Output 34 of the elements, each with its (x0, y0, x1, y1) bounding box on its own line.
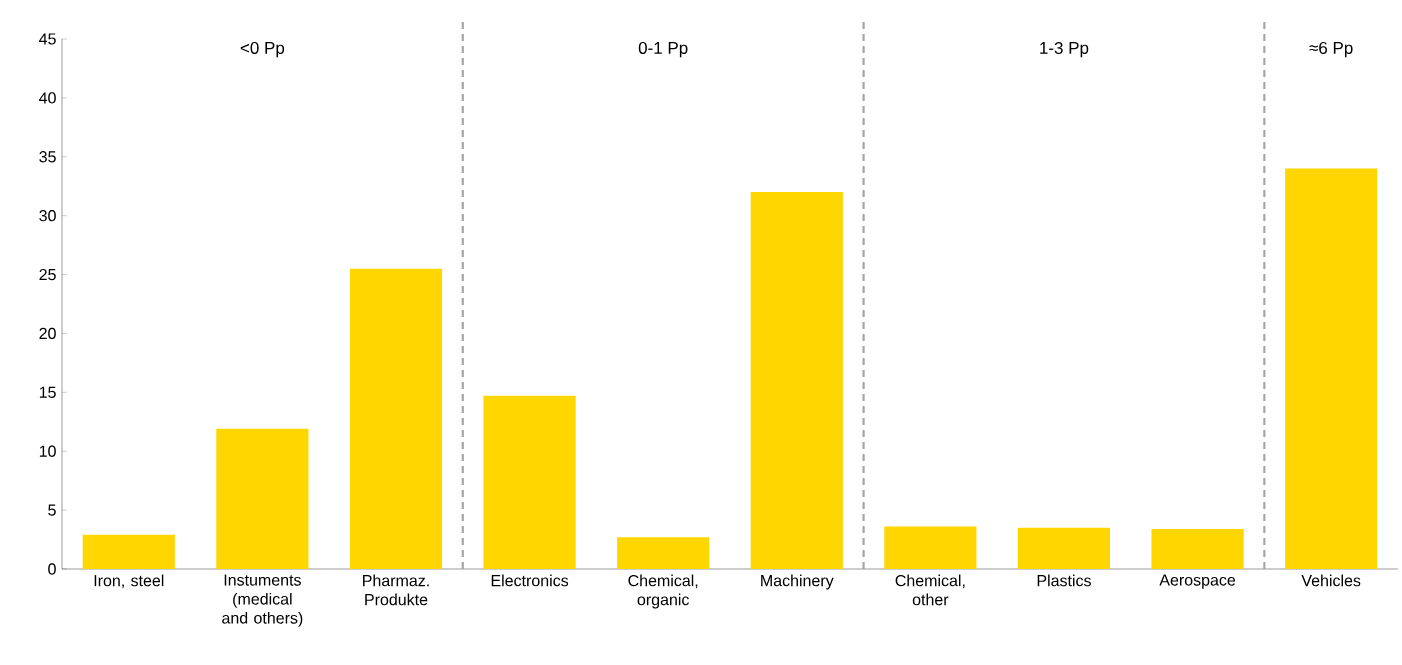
bar (750, 192, 843, 569)
bar (1017, 527, 1111, 569)
bar (617, 537, 710, 569)
bar (216, 428, 309, 569)
y-tick-label: 45 (39, 33, 56, 45)
y-tick-label: 35 (39, 151, 56, 163)
x-tick-label: Aerospace (1159, 574, 1236, 589)
bar (884, 526, 977, 569)
bar (1285, 168, 1378, 569)
y-tick-label: 30 (39, 210, 56, 222)
x-tick-label: Iron, steel (94, 574, 164, 589)
x-tick-label: Machinery (761, 574, 834, 590)
x-tick-label: Instuments (medical and others) (222, 574, 303, 627)
x-tick-label: Vehicles (1301, 574, 1361, 587)
x-tick-label: Chemical, other (895, 574, 965, 606)
bar (483, 395, 576, 569)
annotation: ≈6 Pp (1309, 41, 1353, 58)
y-tick-label: 25 (39, 268, 56, 281)
x-tick-label: Electronics (491, 574, 569, 587)
y-tick-label: 10 (39, 445, 56, 457)
bar (82, 534, 175, 569)
bar (349, 268, 443, 569)
x-tick-label: Plastics (1037, 574, 1091, 587)
y-tick-label: 40 (39, 92, 56, 104)
annotation: 1-3 Pp (1040, 41, 1089, 58)
y-tick-label: 20 (39, 327, 56, 340)
x-tick-label: Chemical, organic (628, 574, 698, 609)
annotation: <0 Pp (240, 41, 285, 58)
bar (1151, 528, 1244, 569)
annotation: 0-1 Pp (638, 41, 688, 58)
y-tick-label: 15 (39, 386, 56, 398)
y-tick-label: 0 (48, 563, 56, 575)
y-tick-label: 5 (48, 504, 56, 516)
x-tick-label: Pharmaz. Produkte (363, 574, 429, 606)
